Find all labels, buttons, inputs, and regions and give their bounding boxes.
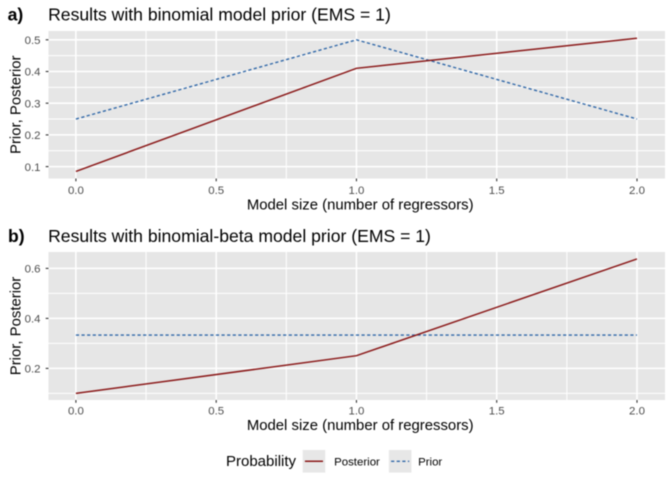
svg-text:a): a) (8, 4, 24, 24)
svg-text:Prior, Posterior: Prior, Posterior (9, 55, 25, 154)
svg-text:1.5: 1.5 (489, 405, 505, 417)
svg-text:1.0: 1.0 (348, 405, 364, 417)
svg-text:0.4: 0.4 (25, 67, 42, 79)
svg-text:0.6: 0.6 (25, 264, 41, 276)
svg-text:1.0: 1.0 (348, 185, 364, 197)
svg-text:0.1: 0.1 (25, 162, 41, 174)
svg-text:Probability: Probability (226, 453, 297, 470)
svg-text:0.0: 0.0 (68, 185, 84, 197)
svg-text:Model size (number of regresso: Model size (number of regressors) (247, 418, 474, 434)
svg-text:b): b) (8, 226, 25, 246)
svg-text:Prior, Posterior: Prior, Posterior (9, 277, 25, 376)
svg-text:0.4: 0.4 (25, 314, 42, 326)
svg-text:0.5: 0.5 (25, 35, 41, 47)
svg-text:Prior: Prior (418, 456, 442, 468)
svg-text:2.0: 2.0 (629, 185, 645, 197)
svg-text:0.0: 0.0 (68, 405, 84, 417)
svg-text:Posterior: Posterior (334, 456, 380, 468)
svg-text:Results with binomial model pr: Results with binomial model prior (EMS =… (48, 4, 391, 24)
svg-text:2.0: 2.0 (629, 405, 645, 417)
svg-text:0.2: 0.2 (25, 364, 41, 376)
svg-text:0.5: 0.5 (208, 405, 224, 417)
svg-text:0.3: 0.3 (25, 98, 41, 110)
svg-text:Results with binomial-beta mod: Results with binomial-beta model prior (… (48, 226, 431, 246)
svg-text:0.2: 0.2 (25, 130, 41, 142)
svg-text:1.5: 1.5 (489, 185, 505, 197)
svg-text:Model size (number of regresso: Model size (number of regressors) (247, 197, 474, 213)
svg-text:0.5: 0.5 (208, 185, 224, 197)
